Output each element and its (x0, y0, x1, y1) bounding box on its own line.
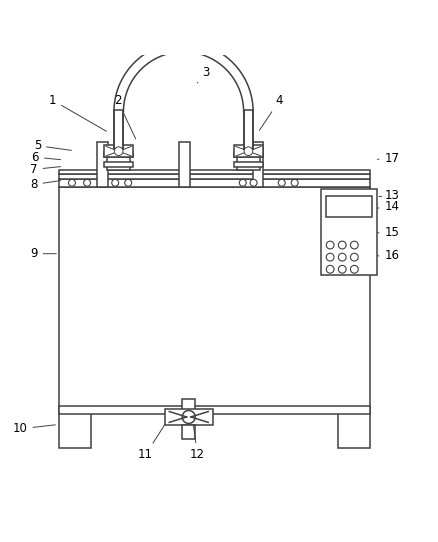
Bar (321, 189, 377, 275)
Bar (107, 149, 130, 170)
Circle shape (338, 253, 346, 261)
Circle shape (350, 266, 358, 273)
Text: 8: 8 (30, 178, 60, 191)
Text: 10: 10 (13, 422, 55, 435)
Polygon shape (114, 42, 253, 112)
Text: 7: 7 (30, 163, 60, 176)
Circle shape (68, 179, 75, 186)
Circle shape (338, 266, 346, 273)
Circle shape (291, 179, 298, 186)
Text: 16: 16 (378, 249, 399, 262)
Bar (59, 179, 371, 186)
Circle shape (114, 147, 123, 156)
Text: 14: 14 (378, 201, 399, 214)
Bar (177, 36, 190, 54)
Text: 6: 6 (32, 151, 60, 164)
Text: 17: 17 (378, 152, 399, 165)
Text: 9: 9 (30, 247, 56, 260)
Circle shape (112, 179, 119, 186)
Bar (104, 162, 134, 167)
Bar (244, 109, 253, 149)
Circle shape (239, 179, 246, 186)
Circle shape (244, 147, 253, 156)
Bar (234, 162, 263, 167)
Text: 1: 1 (49, 94, 106, 131)
Bar (237, 149, 260, 170)
Bar (182, 398, 195, 414)
Bar (104, 152, 134, 157)
Bar (114, 109, 124, 149)
Circle shape (125, 179, 132, 186)
Bar (244, 109, 253, 149)
Circle shape (326, 253, 334, 261)
Bar (234, 152, 263, 157)
Bar (234, 145, 263, 157)
Bar (182, 424, 195, 439)
Bar (253, 142, 263, 186)
Bar (59, 170, 371, 173)
Bar (326, 196, 372, 217)
Circle shape (326, 241, 334, 249)
Bar (59, 406, 371, 414)
Circle shape (182, 410, 195, 423)
Bar (165, 409, 212, 424)
Bar (179, 142, 190, 186)
Text: 2: 2 (113, 94, 136, 139)
Circle shape (350, 241, 358, 249)
Circle shape (84, 179, 91, 186)
Text: 13: 13 (379, 189, 399, 202)
Text: 15: 15 (378, 225, 399, 238)
Text: 12: 12 (190, 425, 205, 461)
Bar (97, 142, 108, 186)
Bar (59, 186, 371, 407)
Bar (59, 173, 371, 179)
Text: 11: 11 (138, 425, 165, 461)
Circle shape (350, 253, 358, 261)
Bar (338, 407, 371, 448)
Circle shape (278, 179, 285, 186)
Circle shape (326, 266, 334, 273)
Text: 3: 3 (198, 66, 210, 83)
Bar (59, 407, 92, 448)
Text: 4: 4 (259, 94, 283, 130)
Bar (104, 145, 134, 157)
Text: 5: 5 (34, 139, 71, 152)
Circle shape (250, 179, 257, 186)
Circle shape (338, 241, 346, 249)
Bar (114, 109, 124, 149)
